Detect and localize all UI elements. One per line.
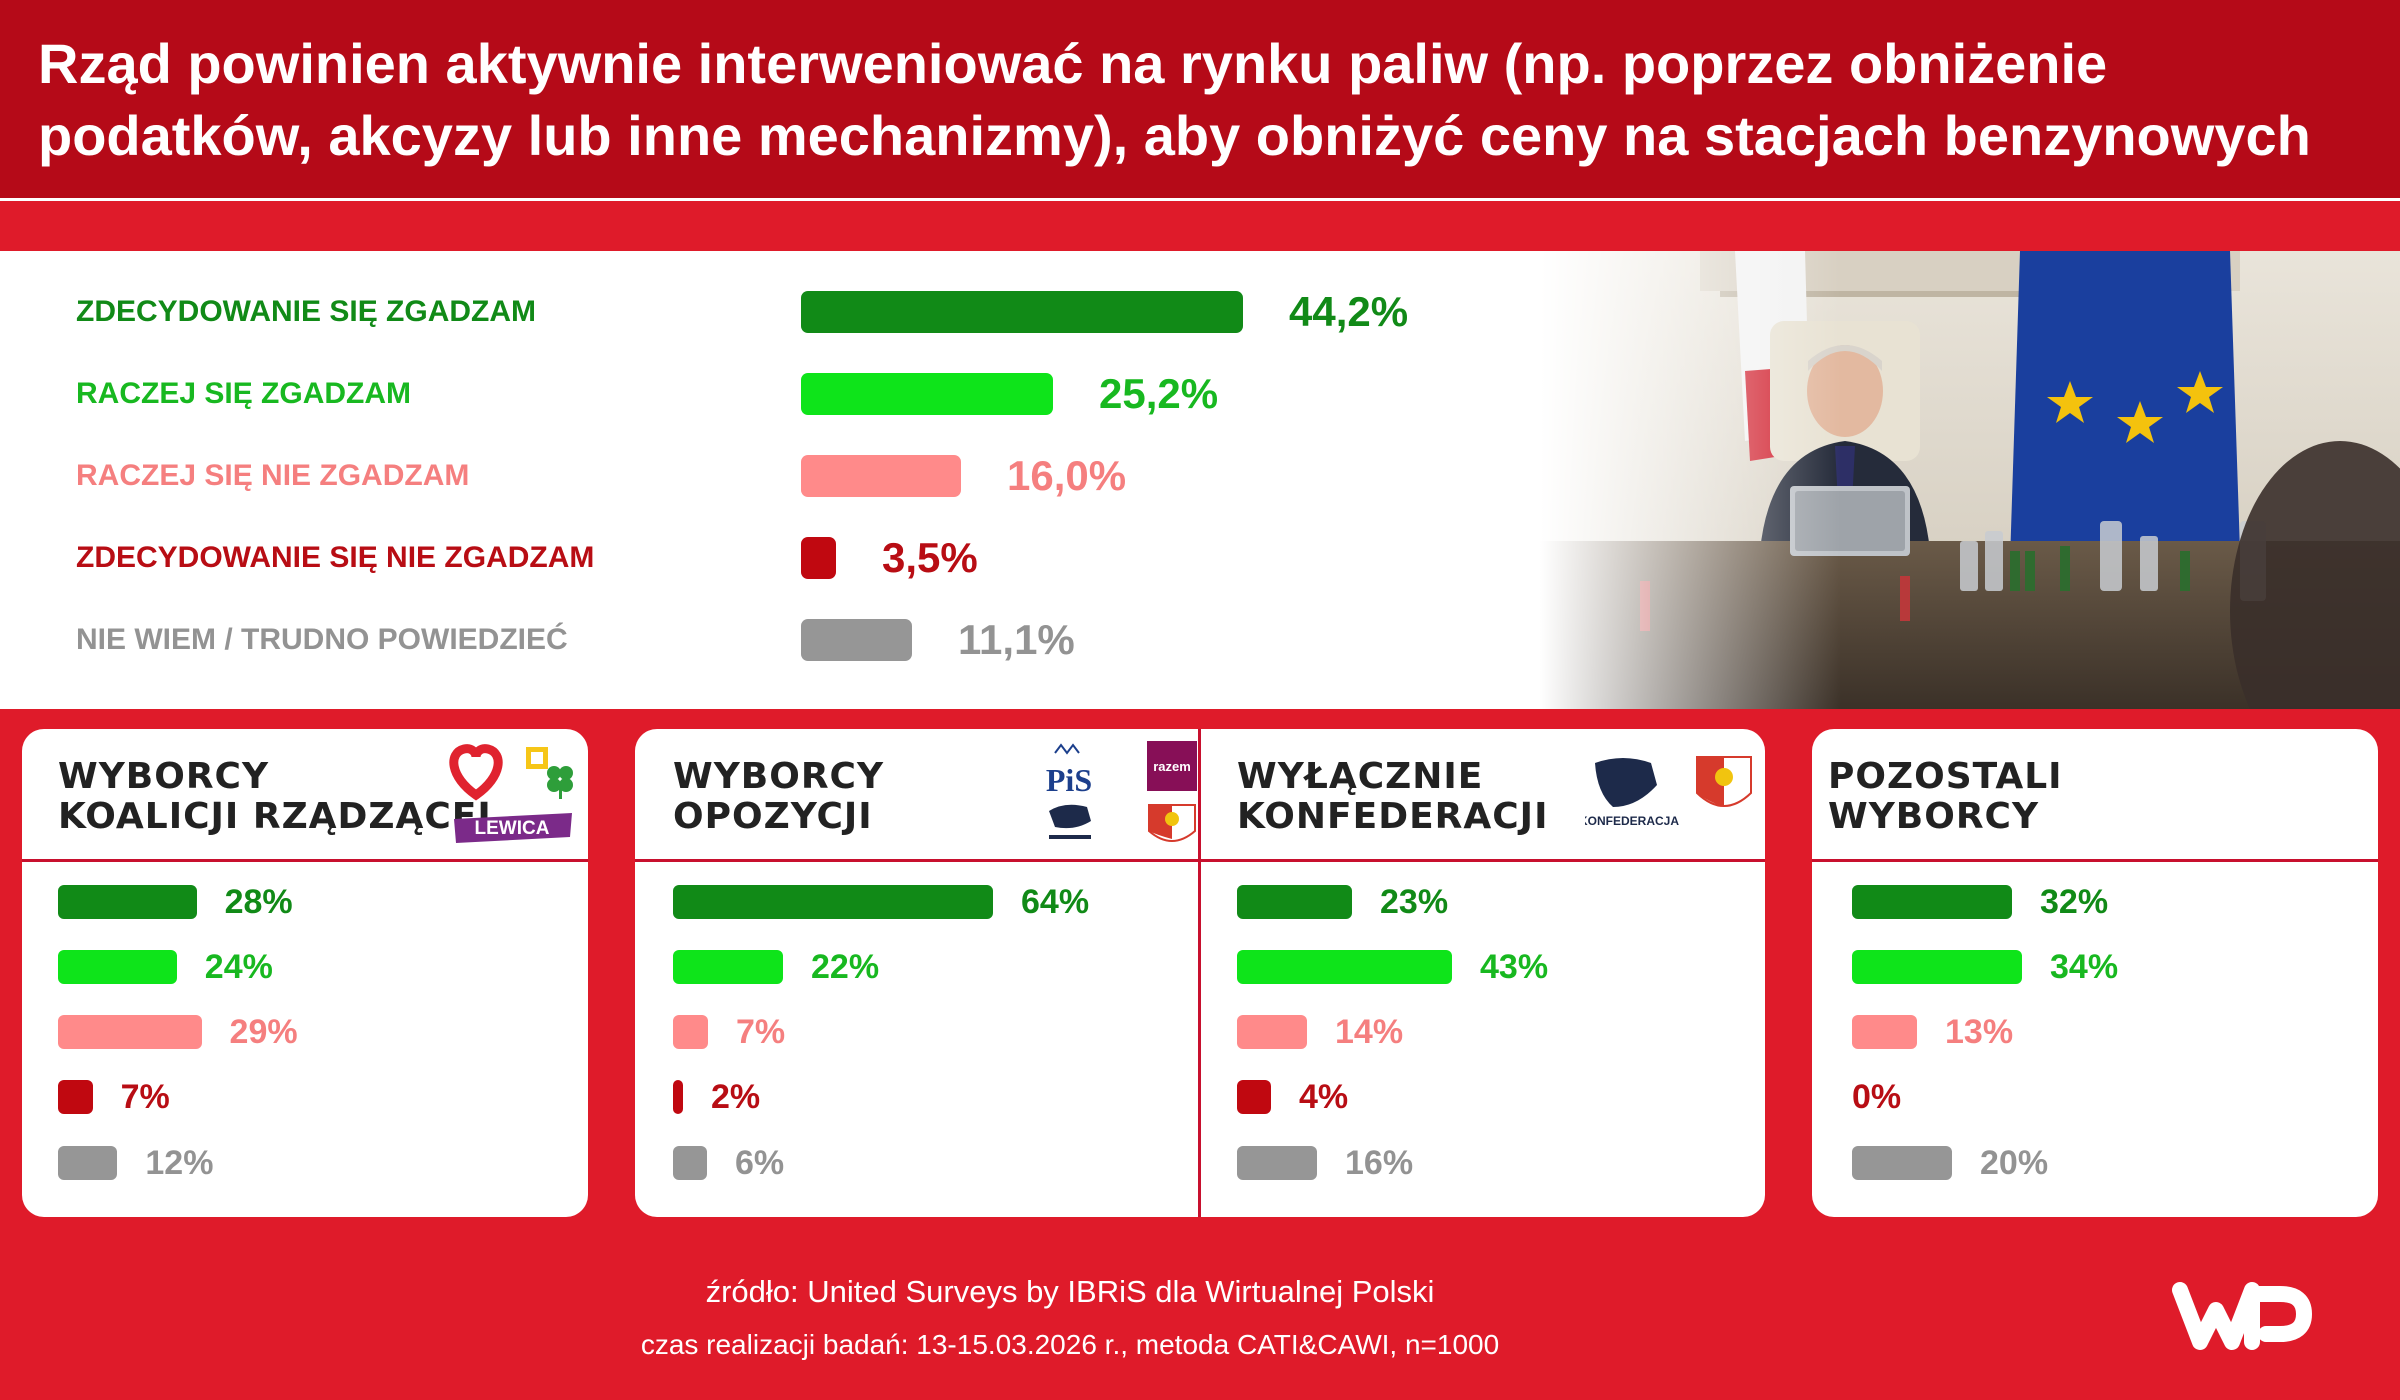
value-rather-agree: 43% xyxy=(1480,948,1549,986)
card-opozycja: WYBORCY OPOZYCJI PiS razem xyxy=(635,729,1765,1217)
value-strongly-agree: 44,2% xyxy=(1289,288,1409,335)
value-rather-agree: 22% xyxy=(811,948,880,986)
heart-logo xyxy=(449,744,503,801)
source-text: źródło: United Surveys by IBRiS dla Wirt… xyxy=(705,1274,1435,1309)
bar-dont-know xyxy=(1852,1146,1952,1180)
title-line-2: podatków, akcyzy lub inne mechanizmy), a… xyxy=(38,104,2311,167)
value-strongly-disagree: 2% xyxy=(711,1078,761,1116)
card-pozostali: POZOSTALI WYBORCY 32% 34% 13% 0% 20% xyxy=(1812,729,2378,1217)
opozycja-logos: PiS razem xyxy=(1046,741,1197,842)
korona-logo xyxy=(1148,804,1196,842)
label-rather-disagree: RACZEJ SIĘ NIE ZGADZAM xyxy=(76,459,470,492)
value-strongly-disagree: 3,5% xyxy=(882,534,978,581)
value-strongly-disagree: 4% xyxy=(1299,1078,1349,1116)
wp-logo xyxy=(2172,1282,2312,1350)
bar-rather-agree xyxy=(58,950,177,984)
polska-2050-logo xyxy=(526,747,548,769)
bar-rather-agree xyxy=(1852,950,2022,984)
bar-rather-disagree xyxy=(1852,1015,1917,1049)
value-rather-disagree: 7% xyxy=(736,1013,786,1051)
value-rather-disagree: 13% xyxy=(1945,1013,2014,1051)
value-rather-agree: 24% xyxy=(204,948,273,986)
bar-strongly-disagree xyxy=(673,1080,683,1114)
bar-rather-disagree xyxy=(801,455,961,497)
card-header: WYBORCY KOALICJI RZĄDZĄCEJ LEWICA xyxy=(22,729,588,862)
value-rather-disagree: 14% xyxy=(1335,1013,1404,1051)
label-rather-agree: RACZEJ SIĘ ZGADZAM xyxy=(76,377,412,410)
konfederacja-logo: KONFEDERACJA xyxy=(1585,758,1679,828)
bar-rather-agree xyxy=(673,950,783,984)
psl-clover-logo xyxy=(547,766,573,799)
bar-strongly-agree xyxy=(673,885,993,919)
svg-text:LEWICA: LEWICA xyxy=(475,818,550,839)
bar-rather-agree xyxy=(1237,950,1452,984)
value-strongly-agree: 32% xyxy=(2040,883,2109,921)
card-header: POZOSTALI WYBORCY xyxy=(1812,729,2378,862)
press-conference-photo xyxy=(1540,251,2400,709)
korona-logo xyxy=(1696,756,1752,807)
svg-text:razem: razem xyxy=(1153,759,1191,774)
bar-strongly-agree xyxy=(1237,885,1352,919)
card-title: WYBORCY OPOZYCJI xyxy=(673,756,885,837)
value-dont-know: 12% xyxy=(145,1144,214,1182)
bar-rather-agree xyxy=(801,373,1053,415)
page-title: Rząd powinien aktywnie interweniować na … xyxy=(38,28,2378,172)
value-strongly-agree: 64% xyxy=(1021,883,1090,921)
value-rather-agree: 34% xyxy=(2050,948,2119,986)
value-rather-agree: 25,2% xyxy=(1099,370,1219,417)
svg-text:PiS: PiS xyxy=(1046,762,1092,798)
label-strongly-agree: ZDECYDOWANIE SIĘ ZGADZAM xyxy=(76,295,537,328)
value-dont-know: 6% xyxy=(735,1144,785,1182)
value-strongly-disagree: 7% xyxy=(120,1078,170,1116)
value-rather-disagree: 29% xyxy=(229,1013,298,1051)
bar-strongly-disagree xyxy=(801,537,836,579)
konfederacja-logo xyxy=(1049,804,1091,839)
konfederacja-logos: KONFEDERACJA xyxy=(1585,756,1752,828)
bar-dont-know xyxy=(673,1146,707,1180)
header-rule xyxy=(0,198,2400,201)
card-title: POZOSTALI WYBORCY xyxy=(1828,756,2063,837)
bar-strongly-agree xyxy=(58,885,197,919)
bar-dont-know xyxy=(801,619,912,661)
bar-rather-disagree xyxy=(1237,1015,1307,1049)
label-dont-know: NIE WIEM / TRUDNO POWIEDZIEĆ xyxy=(76,623,568,656)
value-strongly-agree: 28% xyxy=(224,883,293,921)
label-strongly-disagree: ZDECYDOWANIE SIĘ NIE ZGADZAM xyxy=(76,541,595,574)
header: Rząd powinien aktywnie interweniować na … xyxy=(0,0,2400,201)
value-dont-know: 11,1% xyxy=(958,616,1075,663)
pis-logo: PiS xyxy=(1046,743,1092,798)
main-chart-panel: ZDECYDOWANIE SIĘ ZGADZAM 44,2% RACZEJ SIĘ … xyxy=(0,251,2400,709)
card-title: WYBORCY KOALICJI RZĄDZĄCEJ xyxy=(58,756,492,837)
method-text: czas realizacji badań: 13-15.03.2026 r.,… xyxy=(640,1329,1500,1360)
value-strongly-disagree: 0% xyxy=(1852,1078,1902,1116)
bar-strongly-disagree xyxy=(1237,1080,1271,1114)
bar-dont-know xyxy=(1237,1146,1317,1180)
lewica-logo: LEWICA xyxy=(454,813,572,843)
card-koalicja: WYBORCY KOALICJI RZĄDZĄCEJ LEWICA 28% 24%… xyxy=(22,729,588,1217)
card-divider xyxy=(1198,729,1201,1217)
razem-logo: razem xyxy=(1147,741,1197,791)
bar-rather-disagree xyxy=(673,1015,708,1049)
value-strongly-agree: 23% xyxy=(1380,883,1449,921)
bar-strongly-agree xyxy=(1852,885,2012,919)
koalicja-logos: LEWICA xyxy=(449,744,573,843)
bar-dont-know xyxy=(58,1146,118,1180)
value-dont-know: 16% xyxy=(1345,1144,1414,1182)
value-dont-know: 20% xyxy=(1980,1144,2049,1182)
card-title: WYŁĄCZNIE KONFEDERACJI xyxy=(1237,756,1549,837)
svg-text:KONFEDERACJA: KONFEDERACJA xyxy=(1585,814,1679,828)
bar-strongly-agree xyxy=(801,291,1243,333)
bar-rather-disagree xyxy=(58,1015,202,1049)
title-line-1: Rząd powinien aktywnie interweniować na … xyxy=(38,32,2108,95)
bar-strongly-disagree xyxy=(58,1080,93,1114)
value-rather-disagree: 16,0% xyxy=(1007,452,1127,499)
